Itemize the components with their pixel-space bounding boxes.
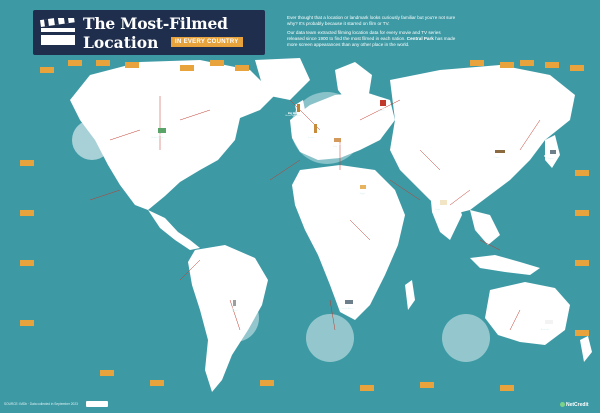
central-america-landmass bbox=[148, 210, 200, 250]
mountain-icon bbox=[550, 150, 556, 154]
location-country: South Africa bbox=[341, 308, 354, 310]
indonesia-landmass bbox=[470, 255, 540, 275]
colosseum-label: Colosseum Italy bbox=[328, 143, 342, 149]
location-country: United Kingdom bbox=[285, 115, 301, 117]
page-title-line2: Location bbox=[83, 33, 159, 52]
location-country: Russia bbox=[377, 110, 385, 112]
tower-icon bbox=[314, 124, 317, 133]
southeast-asia-inset-circle bbox=[442, 314, 490, 362]
creative-commons-icon bbox=[86, 401, 108, 407]
location-country: Australia bbox=[540, 329, 550, 331]
location-name: Taj Mahal bbox=[432, 206, 444, 209]
south-america-landmass bbox=[188, 245, 268, 392]
annotation-markers bbox=[20, 60, 589, 391]
big-ben-label: Big Ben United Kingdom bbox=[285, 112, 301, 118]
europe-inset-circle bbox=[291, 92, 363, 164]
taj-mahal-label: Taj Mahal India bbox=[432, 206, 444, 212]
southern-africa-inset-circle bbox=[306, 314, 354, 362]
opera-house-icon bbox=[545, 320, 553, 324]
red-square-label: Red Square Russia bbox=[374, 107, 388, 113]
clapperboard-icon bbox=[40, 18, 75, 45]
statue-icon bbox=[233, 300, 236, 306]
brand-name: NetCredit bbox=[566, 402, 589, 408]
mountain-icon bbox=[345, 300, 353, 304]
madagascar-landmass bbox=[405, 280, 415, 310]
brand-logo-icon bbox=[560, 402, 565, 407]
mount-fuji-label: Mount Fuji Japan bbox=[544, 155, 557, 161]
greenland-landmass bbox=[255, 58, 310, 100]
great-wall-icon bbox=[495, 150, 505, 153]
connector-lines bbox=[89, 96, 541, 331]
intro-paragraph-2: Our data team extracted filming location… bbox=[287, 30, 457, 48]
sydney-opera-house-label: Sydney Opera House Australia bbox=[532, 326, 558, 332]
intro-highlight: Central Park bbox=[406, 36, 434, 41]
taj-mahal-icon bbox=[440, 200, 447, 205]
location-country: France bbox=[307, 137, 315, 139]
kremlin-icon bbox=[380, 100, 386, 106]
location-name: Mount Fuji bbox=[544, 155, 558, 158]
middle-east-inset-circle bbox=[498, 108, 542, 152]
header: The Most-Filmed Location IN EVERY COUNTR… bbox=[0, 0, 600, 56]
location-name: Big Ben bbox=[287, 112, 298, 115]
table-mountain-label: Table Mountain South Africa bbox=[338, 305, 357, 311]
intro-text-b: has made more screen appearances than an… bbox=[287, 36, 456, 47]
location-name: Red Square bbox=[374, 107, 389, 110]
intro-text-a: Our data team extracted filming location… bbox=[287, 30, 441, 41]
south-pacific-inset-circle bbox=[211, 294, 259, 342]
caribbean-inset-circle bbox=[72, 120, 112, 160]
location-country: Egypt bbox=[359, 193, 366, 195]
eiffel-tower-label: Eiffel Tower France bbox=[304, 134, 319, 140]
australia-landmass bbox=[485, 282, 570, 345]
pyramid-icon bbox=[360, 185, 366, 189]
location-country: United States bbox=[151, 137, 165, 139]
location-name: Pyramids of Giza bbox=[352, 190, 374, 193]
asia-landmass bbox=[390, 65, 575, 215]
location-name: Table Mountain bbox=[338, 305, 357, 308]
clock-tower-icon bbox=[297, 104, 300, 112]
southeast-asia-landmass bbox=[470, 210, 500, 245]
location-country: Brazil bbox=[231, 310, 238, 312]
source-footnote: SOURCE: IMDb · Data collected in Septemb… bbox=[4, 402, 78, 406]
pyramids-label: Pyramids of Giza Egypt bbox=[352, 190, 373, 196]
india-landmass bbox=[430, 190, 462, 240]
europe-landmass bbox=[290, 92, 395, 160]
location-name: Great Wall bbox=[490, 154, 503, 157]
park-icon bbox=[158, 128, 166, 133]
central-park-label: Central Park United States bbox=[150, 134, 165, 140]
intro-paragraph-1: Ever thought that a location or landmark… bbox=[287, 15, 456, 26]
location-name: Sydney Opera House bbox=[532, 326, 559, 329]
page-title: The Most-Filmed bbox=[83, 14, 228, 33]
new-zealand-landmass bbox=[580, 336, 592, 362]
north-america-landmass bbox=[70, 60, 275, 210]
location-name: Christ the Redeemer bbox=[222, 307, 248, 310]
scandinavia-landmass bbox=[335, 62, 372, 105]
location-country: India bbox=[435, 209, 441, 211]
location-country: China bbox=[493, 157, 500, 159]
landmark-icons bbox=[158, 100, 556, 324]
location-country: Japan bbox=[547, 158, 554, 160]
title-tag: IN EVERY COUNTRY bbox=[171, 37, 243, 47]
intro-text: Ever thought that a location or landmark… bbox=[287, 15, 457, 51]
location-name: Eiffel Tower bbox=[304, 134, 319, 137]
colosseum-icon bbox=[334, 138, 341, 142]
title-box: The Most-Filmed Location IN EVERY COUNTR… bbox=[33, 10, 265, 55]
location-name: Central Park bbox=[150, 134, 166, 137]
christ-the-redeemer-label: Christ the Redeemer Brazil bbox=[222, 307, 247, 313]
location-name: Colosseum bbox=[328, 143, 342, 146]
location-country: Italy bbox=[332, 146, 337, 148]
great-wall-label: Great Wall China bbox=[490, 154, 503, 160]
africa-landmass bbox=[292, 165, 405, 320]
